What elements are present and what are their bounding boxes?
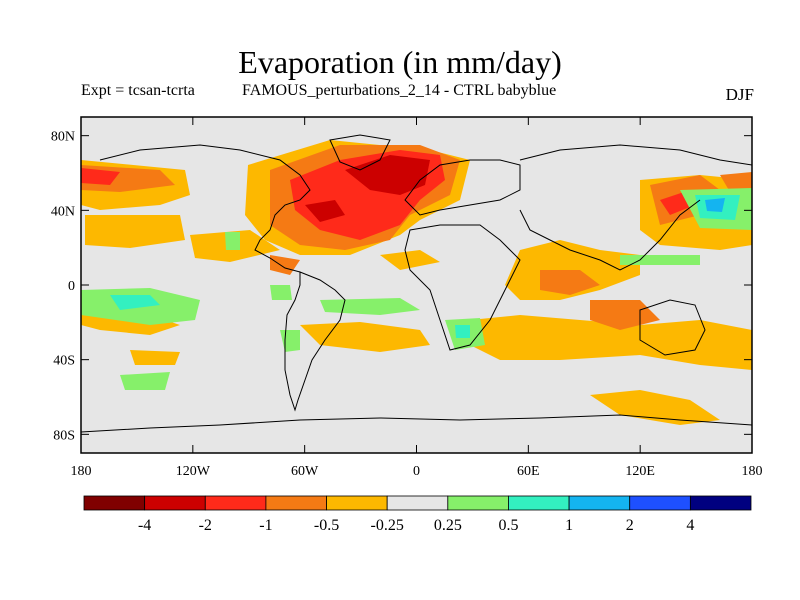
map-title: Evaporation (in mm/day)	[238, 44, 562, 80]
colorbar-label: -0.5	[314, 517, 339, 534]
colorbar-swatch	[689, 495, 752, 511]
colorbar-label: 0.25	[434, 517, 462, 534]
x-tick-label: 120E	[625, 464, 655, 479]
contour-east-pacific	[225, 232, 240, 250]
colorbar-swatch	[629, 495, 691, 511]
contour-east-atlantic	[380, 250, 440, 270]
y-tick-label: 40N	[51, 204, 75, 219]
coastlines	[81, 134, 752, 433]
contour-south-indian	[470, 315, 752, 370]
contour-southern-ocean	[590, 390, 720, 425]
colorbar-label: -4	[138, 517, 151, 534]
contour-north-atlantic-core	[345, 155, 430, 195]
colorbar-label: -0.25	[371, 517, 404, 534]
experiment-label: Expt = tcsan-tcrta	[81, 82, 195, 99]
y-tick-label: 40S	[53, 354, 75, 369]
colorbar-swatch	[83, 495, 146, 511]
x-axis: 180 120W 60W 0 60E 120E 180	[71, 117, 763, 479]
colorbar-swatch	[568, 495, 631, 511]
x-tick-label: 180	[742, 464, 763, 479]
x-tick-label: 180	[71, 464, 92, 479]
y-tick-label: 80N	[51, 130, 75, 145]
contour-labrador-core	[305, 200, 345, 222]
australia-coast	[639, 299, 706, 356]
contour-south-pacific-green	[120, 372, 170, 390]
europe-coast	[404, 159, 521, 216]
north-america-coast	[99, 144, 311, 273]
contour-level-minus-2	[305, 155, 430, 222]
contour-west-pacific	[620, 255, 700, 265]
africa-coast	[404, 224, 521, 351]
season-label: DJF	[725, 85, 754, 104]
experiment-description: FAMOUS_perturbations_2_14 - CTRL babyblu…	[242, 82, 557, 99]
colorbar-swatch	[447, 495, 509, 511]
contour-tropical-atlantic-west	[270, 285, 292, 300]
x-tick-label: 120W	[176, 464, 211, 479]
y-tick-label: 80S	[53, 428, 75, 443]
asia-coast	[519, 144, 752, 271]
colorbar-swatch	[508, 495, 570, 511]
y-tick-label: 0	[68, 279, 75, 294]
x-tick-label: 60E	[517, 464, 540, 479]
contour-kuroshio-peak	[705, 198, 725, 212]
contour-tropical-atlantic	[320, 298, 420, 315]
colorbar-swatch	[386, 495, 449, 511]
colorbar-swatch	[265, 495, 327, 511]
colorbar-swatch	[144, 495, 206, 511]
colorbar-label: -1	[259, 517, 272, 534]
greenland-coast	[329, 134, 391, 171]
south-america-coast	[284, 271, 346, 412]
contour-tropical-pacific-core	[110, 295, 160, 310]
contour-south-africa-core	[455, 325, 470, 338]
colorbar-label: -2	[199, 517, 212, 534]
contour-north-pacific-red	[81, 168, 120, 185]
contour-south-pacific-east	[130, 350, 180, 365]
anomaly-contours	[81, 140, 752, 425]
x-tick-label: 0	[413, 464, 420, 479]
antarctica-coast	[81, 414, 752, 433]
colorbar-label: 2	[626, 517, 634, 534]
colorbar-swatch	[326, 495, 388, 511]
y-axis: 80N 40N 0 40S 80S	[51, 130, 752, 443]
contour-pacific-band	[85, 215, 185, 248]
colorbar-label: 4	[686, 517, 694, 534]
x-tick-label: 60W	[291, 464, 319, 479]
colorbar-label: 0.5	[498, 517, 518, 534]
colorbar-label: 1	[565, 517, 573, 534]
colorbar: -4 -2 -1 -0.5 -0.25 0.25 0.5 1 2 4	[83, 495, 752, 534]
colorbar-swatch	[204, 495, 267, 511]
contour-indian-ocean-east	[590, 300, 660, 330]
contour-indian-ocean-inner	[540, 270, 600, 295]
contour-level-plus-2	[705, 198, 725, 212]
